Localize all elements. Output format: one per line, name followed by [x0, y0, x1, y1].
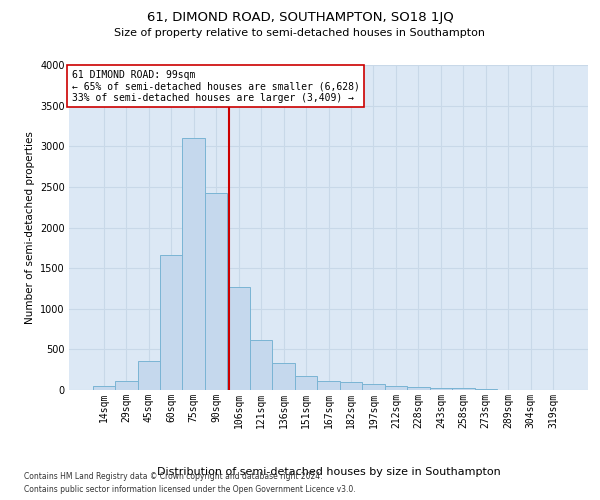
Bar [227, 287, 250, 390]
Bar [250, 340, 272, 390]
Bar [407, 387, 430, 390]
Bar [362, 384, 385, 390]
Text: 61, DIMOND ROAD, SOUTHAMPTON, SO18 1JQ: 61, DIMOND ROAD, SOUTHAMPTON, SO18 1JQ [146, 11, 454, 24]
Text: Contains public sector information licensed under the Open Government Licence v3: Contains public sector information licen… [24, 485, 356, 494]
Bar [452, 388, 475, 390]
Bar [385, 386, 407, 390]
Bar [182, 138, 205, 390]
Bar [475, 389, 497, 390]
Bar [92, 386, 115, 390]
Bar [160, 255, 182, 390]
Bar [295, 376, 317, 390]
Text: 61 DIMOND ROAD: 99sqm
← 65% of semi-detached houses are smaller (6,628)
33% of s: 61 DIMOND ROAD: 99sqm ← 65% of semi-deta… [71, 70, 359, 103]
Bar [137, 361, 160, 390]
Bar [340, 382, 362, 390]
Bar [317, 381, 340, 390]
Bar [205, 194, 227, 390]
Bar [272, 363, 295, 390]
Bar [430, 388, 452, 390]
Y-axis label: Number of semi-detached properties: Number of semi-detached properties [25, 131, 35, 324]
Text: Size of property relative to semi-detached houses in Southampton: Size of property relative to semi-detach… [115, 28, 485, 38]
Text: Contains HM Land Registry data © Crown copyright and database right 2024.: Contains HM Land Registry data © Crown c… [24, 472, 323, 481]
X-axis label: Distribution of semi-detached houses by size in Southampton: Distribution of semi-detached houses by … [157, 467, 500, 477]
Bar [115, 381, 137, 390]
